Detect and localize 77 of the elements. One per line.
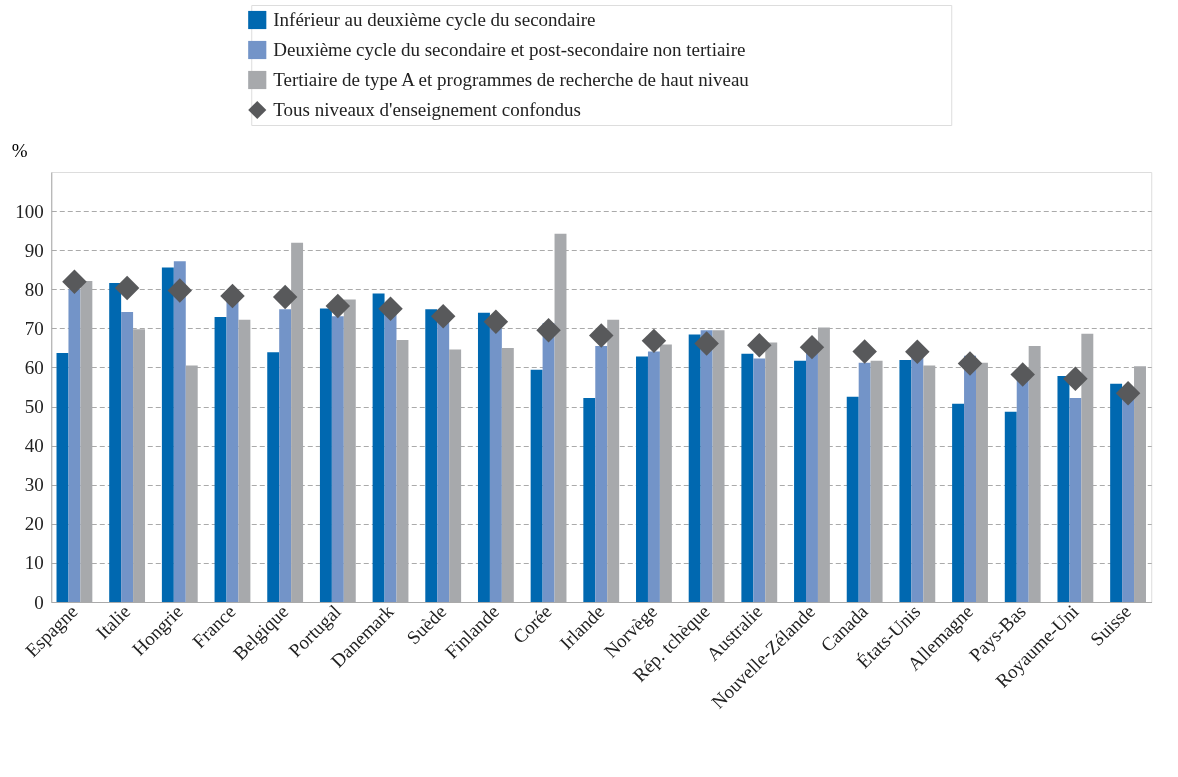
point	[852, 339, 877, 364]
point	[1115, 381, 1141, 406]
point	[483, 309, 509, 334]
bar	[530, 369, 543, 602]
point	[114, 275, 140, 301]
bar	[952, 403, 965, 602]
point	[641, 328, 667, 354]
bar	[964, 355, 976, 602]
bar	[489, 328, 502, 602]
bar	[121, 311, 134, 602]
point	[747, 332, 772, 358]
bar	[583, 397, 596, 602]
bar	[161, 267, 174, 602]
y-tick-label: 40	[24, 435, 44, 457]
bar	[279, 309, 292, 602]
point	[536, 318, 561, 343]
point	[272, 284, 298, 310]
point	[957, 351, 983, 376]
bar	[1110, 383, 1123, 602]
point	[1063, 366, 1088, 392]
bar	[1004, 411, 1017, 602]
bar	[899, 360, 912, 602]
bar	[437, 320, 450, 602]
bar	[331, 316, 344, 602]
bar	[1069, 397, 1082, 602]
bar	[911, 355, 924, 602]
bar	[700, 330, 713, 602]
point	[589, 323, 614, 348]
bar	[647, 351, 660, 602]
legend-label: Inférieur au deuxième cycle du secondaire	[273, 9, 596, 30]
y-tick-label: 0	[34, 591, 44, 613]
y-tick-label: 30	[24, 474, 44, 496]
point	[905, 339, 930, 365]
bar	[858, 362, 871, 602]
point	[220, 283, 245, 309]
x-tick-label: Italie	[91, 600, 135, 644]
point	[694, 331, 719, 356]
bar	[741, 353, 754, 602]
y-tick-label: 50	[24, 396, 44, 418]
bar	[425, 309, 438, 602]
legend-label: Deuxième cycle du secondaire et post-secondaire non tertiaire	[273, 39, 746, 60]
y-tick-label: 80	[24, 278, 44, 300]
bar	[1016, 379, 1029, 602]
point	[325, 293, 351, 319]
bar	[319, 308, 332, 602]
bar	[109, 283, 122, 602]
bar	[806, 352, 818, 602]
bar	[68, 289, 81, 602]
legend-label: Tous niveaux d'enseignement confondus	[273, 99, 581, 120]
bar	[846, 396, 859, 602]
y-tick-label: 70	[24, 317, 44, 339]
point	[167, 278, 193, 303]
bar	[1057, 376, 1070, 602]
point	[62, 269, 87, 295]
point	[1010, 362, 1035, 387]
bar	[636, 356, 648, 602]
bar	[267, 352, 280, 602]
y-tick-label: 60	[24, 356, 44, 378]
bar	[688, 334, 701, 602]
point	[378, 296, 403, 322]
bar	[595, 345, 608, 602]
point	[799, 334, 825, 360]
bar	[477, 312, 490, 602]
y-axis-title: %	[11, 139, 28, 161]
bar	[173, 261, 186, 602]
y-tick-label: 20	[24, 513, 44, 535]
bar	[753, 358, 766, 602]
y-tick-label: 10	[24, 552, 44, 574]
point	[430, 304, 456, 329]
bar	[214, 317, 227, 602]
legend-label: Tertiaire de type A et programmes de recherche de haut niveau	[273, 69, 750, 90]
y-tick-label: 100	[15, 200, 44, 222]
bar	[542, 322, 555, 602]
bar	[794, 360, 807, 602]
y-tick-label: 90	[24, 239, 44, 261]
bar	[372, 293, 385, 602]
bar	[56, 352, 69, 602]
